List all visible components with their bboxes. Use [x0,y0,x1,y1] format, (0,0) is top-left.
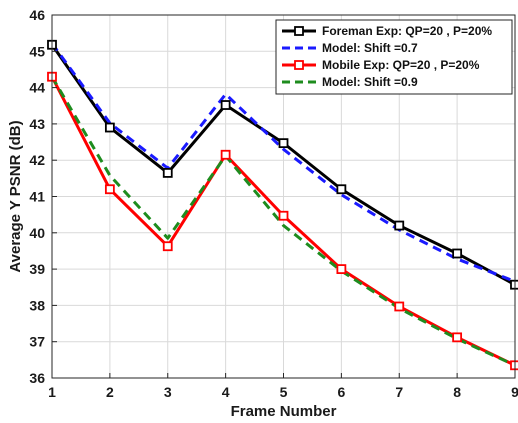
x-tick-label: 9 [511,384,518,400]
data-point [394,301,405,312]
data-point [336,264,347,275]
series-lines [47,39,518,371]
y-axis-label: Average Y PSNR (dB) [7,120,24,272]
data-point [104,122,115,133]
y-tick-label: 43 [29,116,45,132]
y-tick-label: 42 [29,152,45,168]
x-tick-label: 3 [164,384,172,400]
data-point [220,149,231,160]
y-tick-label: 37 [29,334,45,350]
y-tick-label: 41 [29,189,45,205]
x-tick-label: 4 [222,384,230,400]
data-point [104,184,115,195]
data-point [220,100,231,110]
series-line-2 [50,42,516,283]
legend: Foreman Exp: QP=20 , P=20% Model: Shift =… [275,19,513,95]
x-tick-label: 2 [106,384,114,400]
legend-marker [294,60,304,70]
data-point [162,168,173,178]
legend-marker [294,26,304,36]
x-tick-label: 8 [453,384,461,400]
x-tick-label: 5 [280,384,288,400]
y-tick-label: 44 [29,80,45,96]
y-tick-label: 40 [29,225,45,241]
y-tick-label: 46 [29,7,45,23]
y-tick-label: 45 [29,43,45,59]
legend-label-2: Model: Shift =0.7 [322,41,418,55]
x-tick-label: 7 [395,384,403,400]
data-point [452,248,463,259]
legend-label-4: Model: Shift =0.9 [322,75,418,89]
data-point [336,184,347,195]
data-point [278,210,289,221]
legend-label-3: Mobile Exp: QP=20 , P=20% [322,58,480,72]
data-point [162,241,173,252]
y-tick-label: 38 [29,297,45,313]
series-line-4 [50,75,516,367]
data-point [452,332,463,343]
data-point [278,138,289,149]
x-tick-label: 1 [48,384,56,400]
x-tick-label: 6 [337,384,345,400]
y-tick-label: 36 [29,370,45,386]
y-tick-label: 39 [29,261,45,277]
data-point [394,220,405,231]
x-axis-label: Frame Number [231,403,337,420]
legend-label-1: Foreman Exp: QP=20 , P=20% [322,24,492,38]
